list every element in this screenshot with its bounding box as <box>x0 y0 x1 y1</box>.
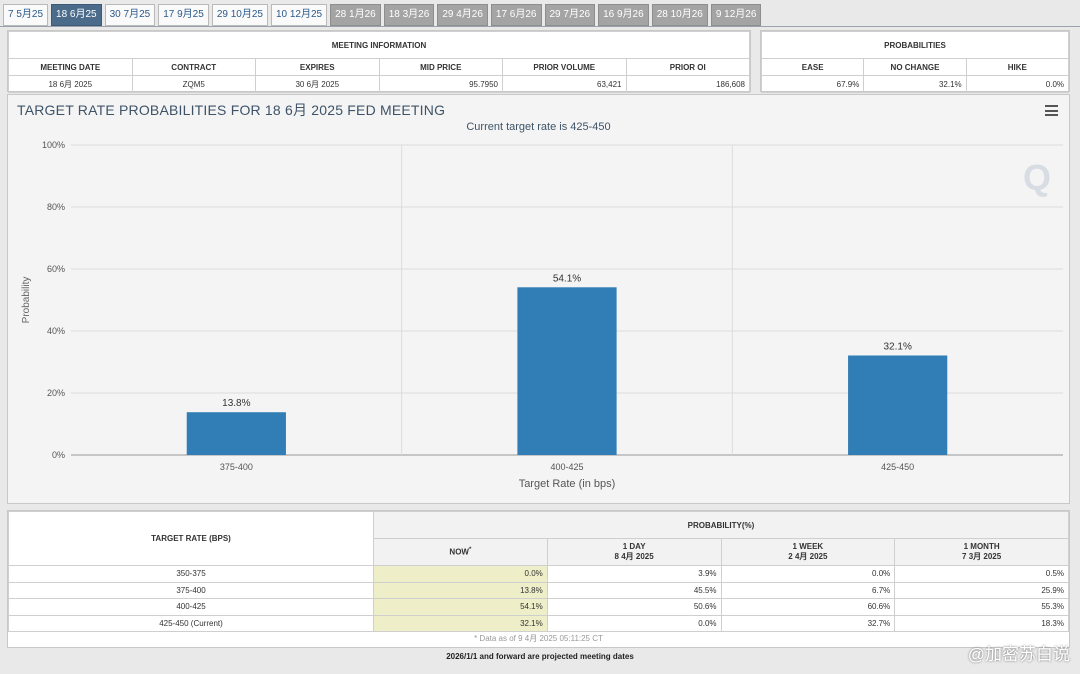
no-change-value: 32.1% <box>863 75 967 93</box>
y-axis-title: Probability <box>21 277 32 324</box>
logo-q-icon: Q <box>1022 157 1051 198</box>
x-tick-label: 425-450 <box>881 462 914 472</box>
chart-subtitle: Current target rate is 425-450 <box>466 121 611 133</box>
now-cell: 32.1% <box>373 614 548 632</box>
probability-table: TARGET RATE (BPS) PROBABILITY(%) NOW* 1 … <box>8 511 1069 632</box>
y-tick-label: 0% <box>52 450 65 460</box>
one-week-cell: 32.7% <box>720 614 896 632</box>
prior-volume-header: PRIOR VOLUME <box>502 58 627 76</box>
meeting-date-value: 18 6月 2025 <box>8 75 133 93</box>
rate-cell: 350-375 <box>8 565 374 583</box>
meeting-tab[interactable]: 29 4月26 <box>437 4 488 26</box>
watermark-text: @加密苏白说 <box>967 645 1070 664</box>
meeting-info-panel: MEETING INFORMATION MEETING DATE CONTRAC… <box>7 30 751 93</box>
meeting-date-header: MEETING DATE <box>8 58 133 76</box>
ease-header: EASE <box>760 58 865 76</box>
prior-oi-value: 186,608 <box>625 75 750 93</box>
meeting-tab[interactable]: 28 1月26 <box>330 4 381 26</box>
x-tick-label: 375-400 <box>220 462 253 472</box>
target-rate-header: TARGET RATE (BPS) <box>8 511 374 566</box>
y-tick-label: 100% <box>42 140 65 150</box>
meeting-tab[interactable]: 17 6月26 <box>490 4 542 26</box>
y-tick-label: 40% <box>47 326 65 336</box>
y-tick-label: 80% <box>47 202 65 212</box>
probability-row: 350-375 0.0% 3.9% 0.0% 0.5% <box>8 565 1069 583</box>
probability-header: PROBABILITY(%) <box>373 511 1069 539</box>
meeting-tab[interactable]: 10 12月25 <box>270 4 328 26</box>
one-day-header: 1 DAY 8 4月 2025 <box>546 538 722 566</box>
tab-divider <box>0 26 1080 27</box>
one-month-cell: 0.5% <box>894 565 1069 583</box>
one-month-cell: 55.3% <box>894 598 1069 616</box>
now-cell: 0.0% <box>373 565 548 583</box>
one-week-cell: 0.0% <box>720 565 896 583</box>
one-month-header: 1 MONTH 7 3月 2025 <box>894 538 1069 566</box>
meeting-tab[interactable]: 28 10月26 <box>651 4 708 26</box>
bar-data-label: 32.1% <box>883 341 911 352</box>
meeting-tab[interactable]: 30 7月25 <box>104 4 156 26</box>
one-day-cell: 45.5% <box>546 581 722 599</box>
bar-chart: 0% 20% 40% 60% 80% 100% 13.8% 375-400 54.1% 400-4… <box>21 140 1063 490</box>
now-cell: 13.8% <box>373 581 548 599</box>
mid-price-value: 95.7950 <box>378 75 503 93</box>
one-week-header: 1 WEEK 2 4月 2025 <box>720 538 896 566</box>
one-day-cell: 0.0% <box>546 614 722 632</box>
probability-row: 375-400 13.8% 45.5% 6.7% 25.9% <box>8 581 1069 599</box>
y-tick-label: 20% <box>47 388 65 398</box>
mid-price-header: MID PRICE <box>378 58 503 76</box>
rate-cell: 425-450 (Current) <box>8 614 374 632</box>
meeting-tab[interactable]: 16 9月26 <box>598 4 649 26</box>
probability-row: 425-450 (Current) 32.1% 0.0% 32.7% 18.3% <box>8 614 1069 632</box>
meeting-tab[interactable]: 29 10月25 <box>211 4 268 26</box>
hike-value: 0.0% <box>965 75 1070 93</box>
one-month-cell: 18.3% <box>894 614 1069 632</box>
rate-cell: 400-425 <box>8 598 374 616</box>
prior-oi-header: PRIOR OI <box>625 58 750 76</box>
chart-title: TARGET RATE PROBABILITIES FOR 18 6月 2025… <box>17 102 446 118</box>
projected-dates-footer: 2026/1/1 and forward are projected meeti… <box>446 652 634 661</box>
meeting-tab[interactable]: 9 12月26 <box>710 4 762 26</box>
meeting-tab[interactable]: 18 3月26 <box>383 4 435 26</box>
meeting-tabs: 7 5月25 18 6月25 30 7月25 17 9月25 29 10月25 10 12… <box>3 4 762 26</box>
x-axis-title: Target Rate (in bps) <box>519 478 616 490</box>
chart-panel: TARGET RATE PROBABILITIES FOR 18 6月 2025… <box>7 94 1070 504</box>
probability-row: 400-425 54.1% 50.6% 60.6% 55.3% <box>8 598 1069 616</box>
now-cell: 54.1% <box>373 598 548 616</box>
bar-data-label: 54.1% <box>553 273 581 284</box>
contract-header: CONTRACT <box>131 58 256 76</box>
probabilities-panel: PROBABILITIES EASE NO CHANGE HIKE 67.9% … <box>760 30 1070 93</box>
data-as-of-note: * Data as of 9 4月 2025 05:11:25 CT <box>474 634 603 643</box>
probabilities-caption: PROBABILITIES <box>761 31 1069 59</box>
ease-value: 67.9% <box>760 75 865 93</box>
no-change-header: NO CHANGE <box>863 58 967 76</box>
one-day-cell: 50.6% <box>546 598 722 616</box>
meeting-info-caption: MEETING INFORMATION <box>8 31 750 59</box>
hamburger-menu-icon[interactable] <box>1045 105 1058 116</box>
bar-data-label: 13.8% <box>222 398 250 409</box>
expires-value: 30 6月 2025 <box>255 75 380 93</box>
meeting-tab[interactable]: 17 9月25 <box>158 4 209 26</box>
bar <box>186 412 286 455</box>
rate-cell: 375-400 <box>8 581 374 599</box>
y-tick-label: 60% <box>47 264 65 274</box>
one-week-cell: 60.6% <box>720 598 896 616</box>
expires-header: EXPIRES <box>255 58 380 76</box>
bar <box>848 355 948 455</box>
meeting-tab[interactable]: 29 7月26 <box>544 4 596 26</box>
prior-volume-value: 63,421 <box>502 75 627 93</box>
hike-header: HIKE <box>965 58 1070 76</box>
x-tick-label: 400-425 <box>550 462 583 472</box>
one-week-cell: 6.7% <box>720 581 896 599</box>
bar <box>517 287 617 455</box>
one-day-cell: 3.9% <box>546 565 722 583</box>
meeting-tab[interactable]: 7 5月25 <box>3 4 49 26</box>
probability-table-panel: TARGET RATE (BPS) PROBABILITY(%) NOW* 1 … <box>7 510 1070 648</box>
one-month-cell: 25.9% <box>894 581 1069 599</box>
meeting-tab[interactable]: 18 6月25 <box>51 4 102 26</box>
now-header: NOW* <box>373 538 548 566</box>
contract-value: ZQM5 <box>131 75 256 93</box>
